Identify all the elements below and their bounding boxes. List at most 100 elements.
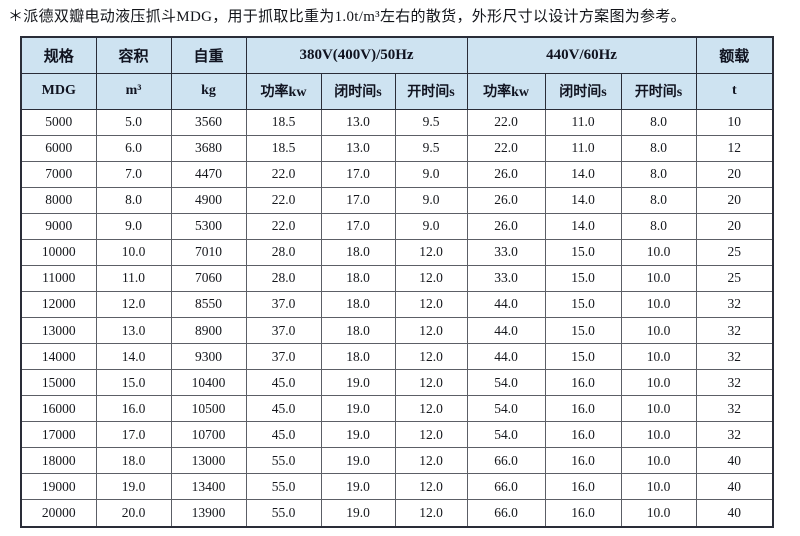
table-cell: 11.0 — [544, 134, 622, 162]
header-close-time-380: 闭时间s — [320, 72, 396, 110]
table-cell: 15.0 — [544, 290, 622, 319]
table-cell: 54.0 — [466, 395, 546, 423]
table-cell: 15.0 — [544, 238, 622, 266]
table-cell: 5000 — [20, 108, 97, 136]
table-cell: 14.0 — [544, 186, 622, 214]
table-cell: 32 — [695, 290, 774, 319]
table-cell: 9.5 — [394, 134, 468, 162]
table-cell: 15.0 — [544, 264, 622, 292]
table-cell: 18.0 — [320, 343, 396, 371]
table-cell: 10400 — [170, 369, 247, 397]
table-cell: 19.0 — [95, 473, 172, 501]
header-open-time-440: 开时间s — [620, 72, 697, 110]
table-cell: 5.0 — [95, 108, 172, 136]
header-weight-unit: kg — [170, 72, 247, 110]
table-cell: 15.0 — [95, 369, 172, 397]
table-cell: 66.0 — [466, 499, 546, 528]
table-cell: 13000 — [20, 316, 97, 345]
table-cell: 13900 — [170, 499, 247, 528]
table-cell: 12000 — [20, 290, 97, 319]
table-cell: 15.0 — [544, 343, 622, 371]
table-cell: 19.0 — [320, 421, 396, 449]
table-row: 16000 16.0 10500 45.0 19.0 12.0 54.0 16.0 10.0 32 — [20, 395, 774, 423]
table-row: 18000 18.0 13000 55.0 19.0 12.0 66.0 16.0 10.0 40 — [20, 447, 774, 475]
table-cell: 10.0 — [620, 395, 697, 423]
table-cell: 22.0 — [466, 108, 546, 136]
table-row: 10000 10.0 7010 28.0 18.0 12.0 33.0 15.0 10.0 25 — [20, 238, 774, 266]
table-cell: 12.0 — [394, 238, 468, 266]
table-cell: 16.0 — [95, 395, 172, 423]
table-row: 12000 12.0 8550 37.0 18.0 12.0 44.0 15.0 10.0 32 — [20, 290, 774, 319]
table-row: 6000 6.0 3680 18.5 13.0 9.5 22.0 11.0 8.0 12 — [20, 134, 774, 162]
table-cell: 14.0 — [544, 212, 622, 240]
table-cell: 9000 — [20, 212, 97, 240]
table-cell: 13400 — [170, 473, 247, 501]
table-cell: 10.0 — [620, 369, 697, 397]
table-cell: 17000 — [20, 421, 97, 449]
table-cell: 10000 — [20, 238, 97, 266]
table-cell: 9300 — [170, 343, 247, 371]
table-cell: 14.0 — [544, 160, 622, 188]
table-cell: 18.0 — [320, 238, 396, 266]
table-cell: 12.0 — [394, 395, 468, 423]
table-cell: 10.0 — [620, 316, 697, 345]
table-cell: 12.0 — [394, 316, 468, 345]
table-cell: 28.0 — [245, 238, 322, 266]
table-cell: 55.0 — [245, 499, 322, 528]
table-cell: 25 — [695, 238, 774, 266]
header-spec-unit: MDG — [20, 72, 97, 110]
table-cell: 18000 — [20, 447, 97, 475]
table-cell: 25 — [695, 264, 774, 292]
table-cell: 26.0 — [466, 212, 546, 240]
table-cell: 16.0 — [544, 447, 622, 475]
table-cell: 26.0 — [466, 160, 546, 188]
table-cell: 12.0 — [394, 290, 468, 319]
table-cell: 33.0 — [466, 264, 546, 292]
table-cell: 12.0 — [394, 421, 468, 449]
table-cell: 10.0 — [620, 421, 697, 449]
table-cell: 10.0 — [620, 499, 697, 528]
header-row-units: MDG m³ kg 功率kw 闭时间s 开时间s 功率kw 闭时间s 开时间s … — [20, 72, 774, 110]
table-cell: 9.0 — [394, 160, 468, 188]
table-cell: 32 — [695, 343, 774, 371]
table-cell: 22.0 — [466, 134, 546, 162]
table-cell: 28.0 — [245, 264, 322, 292]
table-row: 7000 7.0 4470 22.0 17.0 9.0 26.0 14.0 8.0 20 — [20, 160, 774, 188]
table-cell: 44.0 — [466, 343, 546, 371]
note-text: ＊派德双瓣电动液压抓斗MDG，用于抓取比重为1.0t/m³左右的散货，外形尺寸以… — [8, 9, 686, 25]
table-cell: 18.0 — [320, 316, 396, 345]
table-cell: 12.0 — [394, 264, 468, 292]
table-cell: 8.0 — [620, 134, 697, 162]
table-cell: 22.0 — [245, 160, 322, 188]
table-cell: 32 — [695, 421, 774, 449]
table-cell: 37.0 — [245, 316, 322, 345]
table-row: 9000 9.0 5300 22.0 17.0 9.0 26.0 14.0 8.0 20 — [20, 212, 774, 240]
header-weight: 自重 — [170, 36, 247, 74]
header-rated-unit: t — [695, 72, 774, 110]
table-cell: 45.0 — [245, 421, 322, 449]
table-cell: 18.0 — [320, 264, 396, 292]
header-open-time-380: 开时间s — [394, 72, 468, 110]
table-row: 15000 15.0 10400 45.0 19.0 12.0 54.0 16.0 10.0 32 — [20, 369, 774, 397]
table-cell: 37.0 — [245, 290, 322, 319]
table-row: 17000 17.0 10700 45.0 19.0 12.0 54.0 16.0 10.0 32 — [20, 421, 774, 449]
table-cell: 37.0 — [245, 343, 322, 371]
table-cell: 16.0 — [544, 499, 622, 528]
table-cell: 20.0 — [95, 499, 172, 528]
table-cell: 9.5 — [394, 108, 468, 136]
table-cell: 10.0 — [620, 290, 697, 319]
table-cell: 8.0 — [620, 212, 697, 240]
table-row: 13000 13.0 8900 37.0 18.0 12.0 44.0 15.0 10.0 32 — [20, 316, 774, 345]
table-cell: 8.0 — [620, 108, 697, 136]
table-cell: 8.0 — [620, 186, 697, 214]
table-cell: 13000 — [170, 447, 247, 475]
table-cell: 18.5 — [245, 108, 322, 136]
table-cell: 3560 — [170, 108, 247, 136]
table-cell: 10700 — [170, 421, 247, 449]
table-cell: 19.0 — [320, 473, 396, 501]
table-cell: 9.0 — [394, 186, 468, 214]
table-cell: 19.0 — [320, 447, 396, 475]
table-cell: 4470 — [170, 160, 247, 188]
header-close-time-440: 闭时间s — [544, 72, 622, 110]
table-cell: 45.0 — [245, 369, 322, 397]
